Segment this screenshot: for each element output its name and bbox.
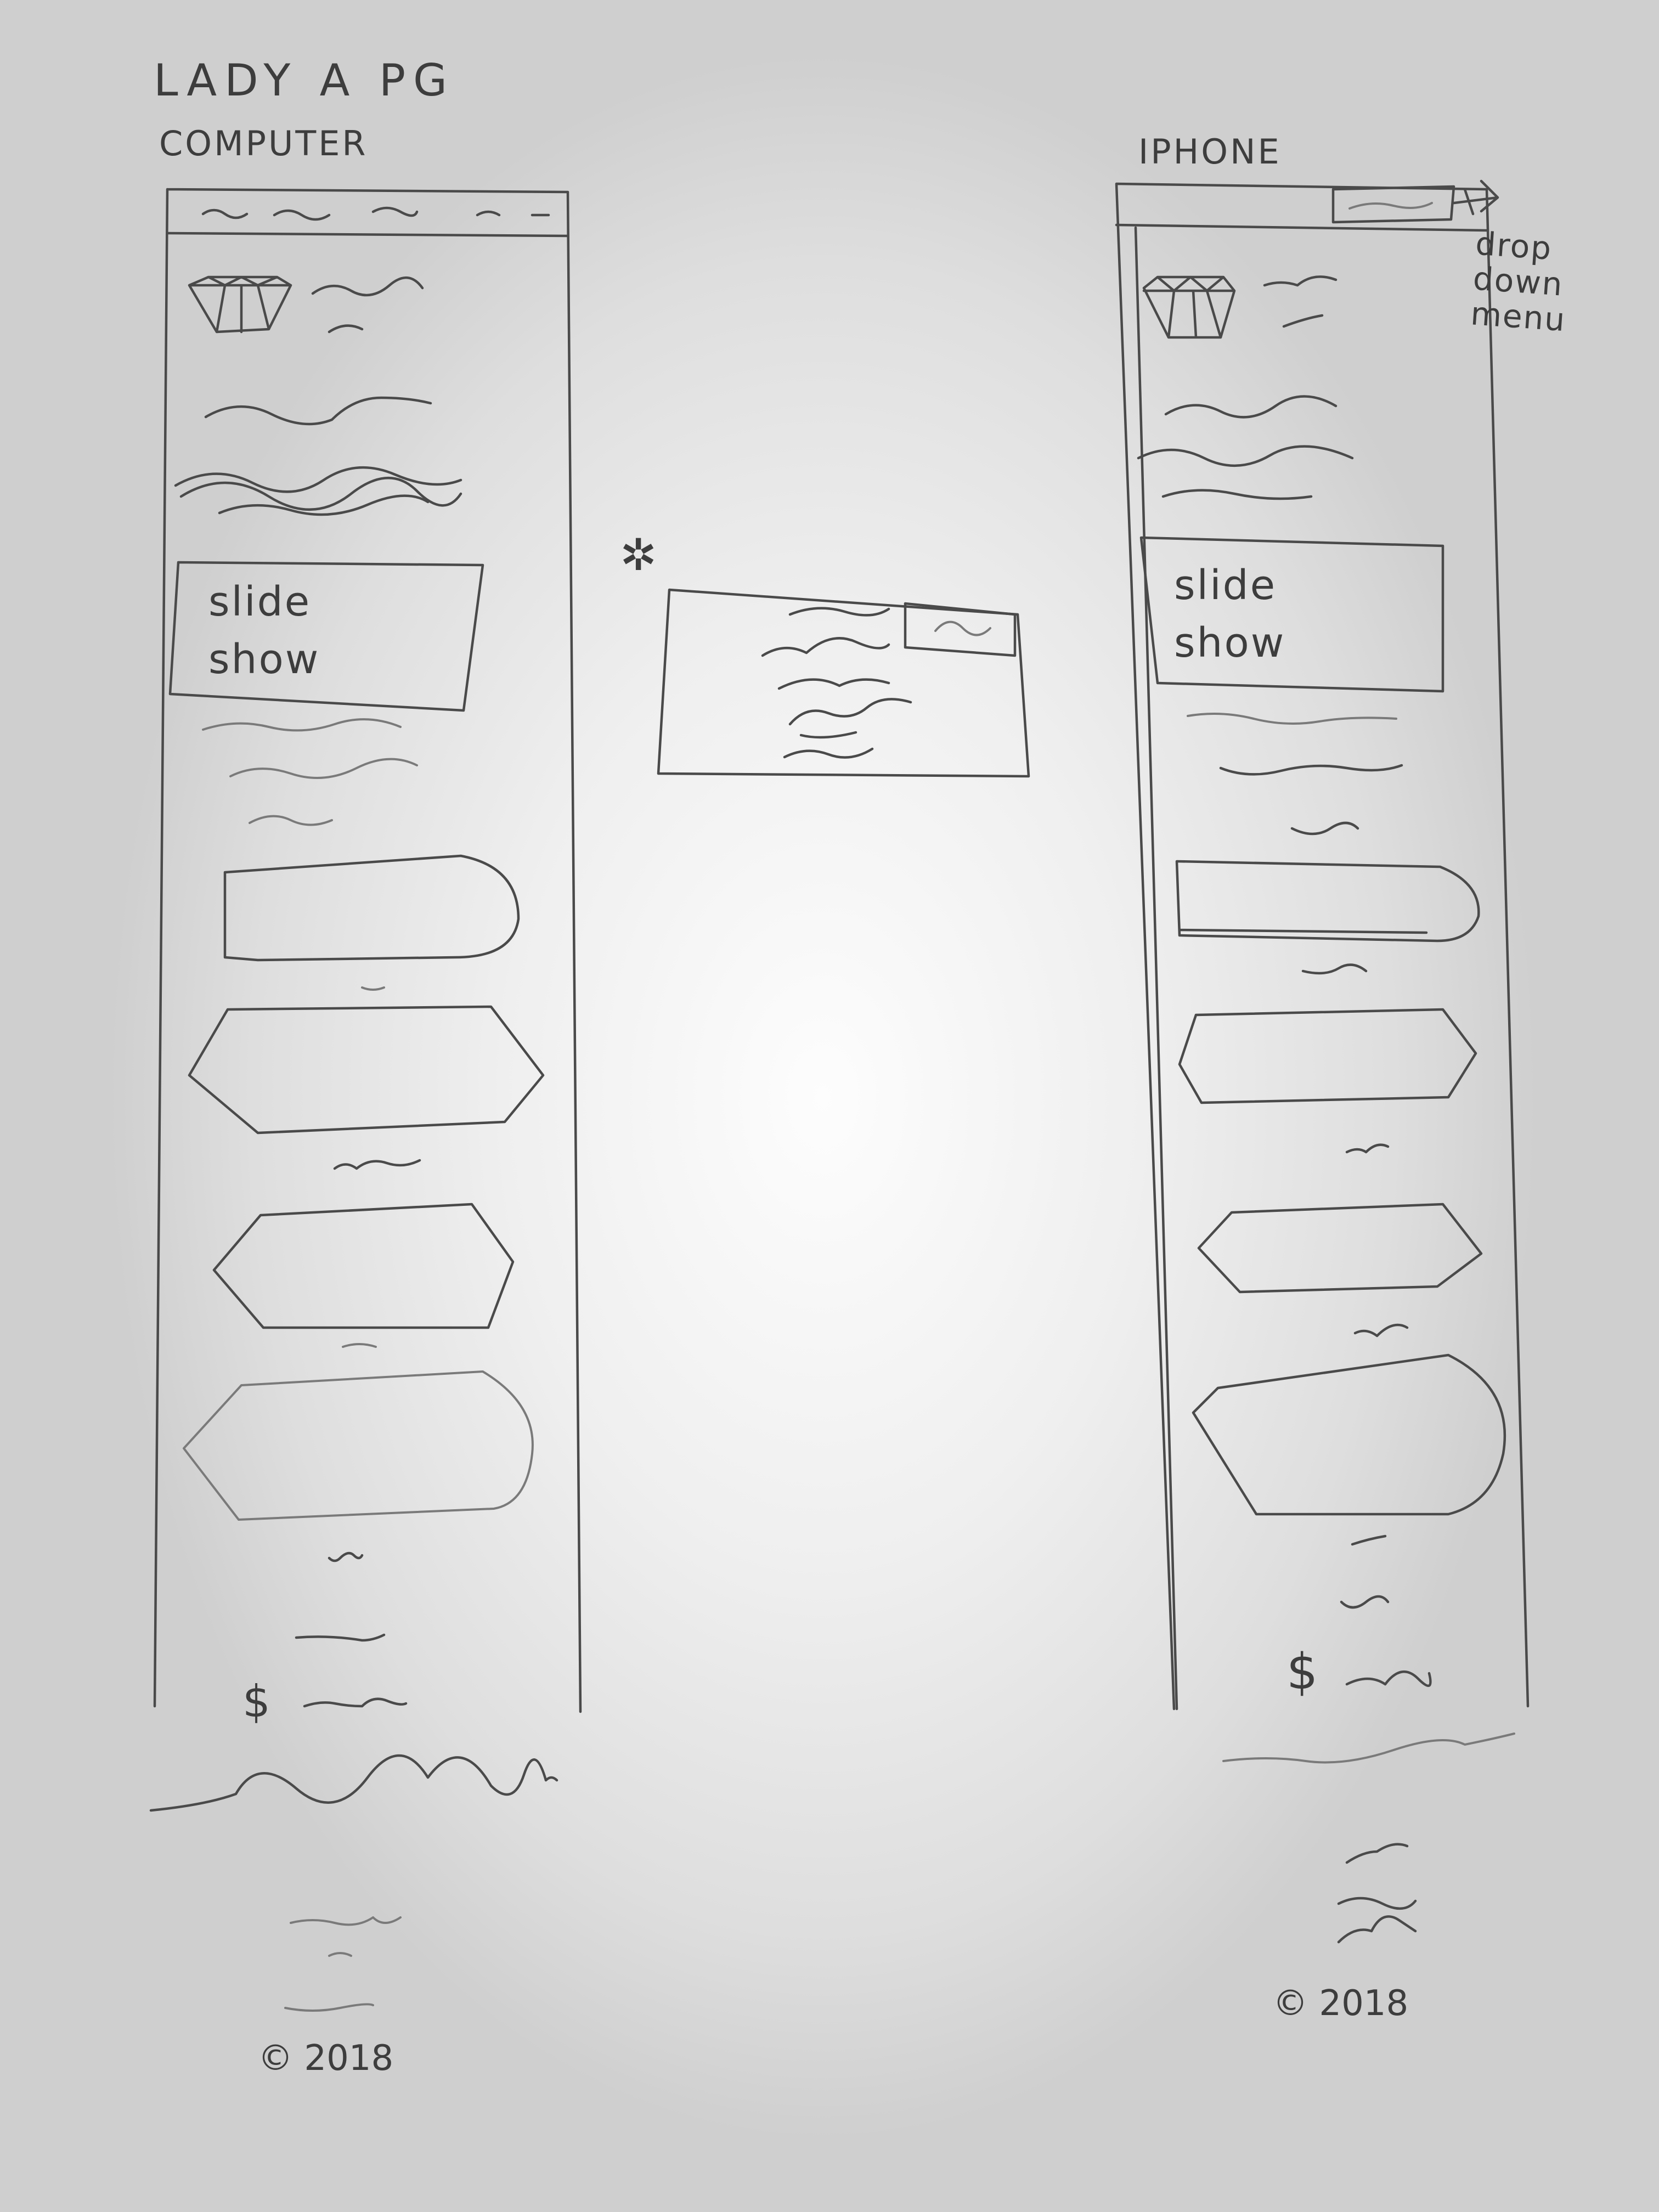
desktop-hero-line-1 bbox=[174, 466, 462, 493]
desktop-nav-bar bbox=[166, 232, 569, 238]
mobile-hero-line-1 bbox=[1164, 395, 1338, 419]
popup-wireframe bbox=[657, 588, 1030, 778]
desktop-hero-line-2 bbox=[179, 476, 462, 511]
mobile-menu-button bbox=[1331, 185, 1455, 224]
mobile-text-line-2 bbox=[1219, 764, 1403, 776]
desktop-logo-text bbox=[311, 276, 424, 334]
mobile-frame bbox=[1115, 182, 1530, 1711]
mobile-menu-label bbox=[1348, 202, 1433, 210]
popup-text-line-2 bbox=[761, 637, 890, 657]
desktop-footer-line-4 bbox=[284, 2003, 374, 2012]
popup-marker-icon: ✲ bbox=[620, 529, 661, 580]
popup-text-line-5 bbox=[783, 747, 874, 759]
iphone-label: IPHONE bbox=[1138, 132, 1282, 172]
mobile-slideshow-box bbox=[1139, 536, 1444, 693]
desktop-footer-line-1 bbox=[295, 1633, 386, 1642]
mobile-footer-line-2 bbox=[1337, 1897, 1417, 1910]
desktop-hero-heading bbox=[204, 396, 432, 426]
desktop-nav-links bbox=[201, 206, 550, 221]
desktop-text-line-3 bbox=[249, 815, 333, 826]
mobile-nav-bar bbox=[1115, 223, 1488, 232]
mobile-rounded-shape bbox=[1192, 1353, 1506, 1516]
desktop-pill-shape bbox=[223, 854, 520, 962]
popup-text-line-4 bbox=[788, 698, 912, 739]
mobile-copyright: © 2018 bbox=[1273, 1983, 1409, 2024]
desktop-slideshow-box bbox=[168, 561, 484, 712]
mobile-price-symbol: $ bbox=[1286, 1643, 1322, 1701]
mobile-tilde-2 bbox=[1345, 1143, 1390, 1154]
desktop-tilde-3 bbox=[342, 1343, 377, 1348]
mobile-logo-icon bbox=[1142, 275, 1236, 339]
desktop-footer-wave bbox=[149, 1754, 558, 1812]
mobile-menu-arrow-icon bbox=[1452, 179, 1499, 216]
desktop-hexagon-1 bbox=[188, 1005, 545, 1135]
popup-text-line-1 bbox=[788, 607, 890, 617]
desktop-logo-icon bbox=[188, 275, 292, 334]
mobile-hexagon-1 bbox=[1178, 1008, 1477, 1104]
mobile-slideshow-label: slide show bbox=[1174, 562, 1286, 667]
desktop-copyright: © 2018 bbox=[258, 2038, 394, 2079]
mobile-tilde-3 bbox=[1353, 1323, 1409, 1338]
desktop-footer-line-3 bbox=[328, 1952, 352, 1957]
desktop-hexagon-2 bbox=[212, 1203, 515, 1329]
mobile-footer-tilde-2 bbox=[1340, 1595, 1390, 1609]
desktop-footer-tilde-1 bbox=[328, 1551, 364, 1562]
desktop-wireframe bbox=[149, 188, 582, 2012]
desktop-text-line-2 bbox=[229, 758, 418, 779]
computer-label: COMPUTER bbox=[159, 123, 368, 163]
desktop-text-line-1 bbox=[202, 718, 402, 732]
mobile-footer-tilde-1 bbox=[1351, 1534, 1387, 1546]
mobile-hero-line-3 bbox=[1161, 489, 1313, 500]
mobile-wireframe bbox=[1115, 179, 1530, 1944]
mobile-text-line-3 bbox=[1290, 821, 1359, 836]
mobile-footer-line-1 bbox=[1345, 1843, 1409, 1864]
mobile-hero-line-2 bbox=[1137, 445, 1354, 467]
dropdown-menu-note: drop down menu bbox=[1469, 224, 1567, 339]
page-title: LADY A PG bbox=[154, 55, 455, 106]
desktop-slideshow-label: slide show bbox=[208, 578, 320, 683]
mobile-logo-text bbox=[1263, 275, 1338, 328]
mobile-footer-line-3 bbox=[1337, 1915, 1417, 1944]
desktop-rounded-shape bbox=[183, 1370, 534, 1521]
mobile-pill-shape bbox=[1175, 860, 1480, 943]
desktop-tilde-2 bbox=[333, 1159, 421, 1170]
desktop-hero-line-3 bbox=[218, 494, 430, 516]
desktop-tilde-1 bbox=[361, 986, 385, 991]
mobile-footer-price-line bbox=[1345, 1670, 1432, 1687]
desktop-frame bbox=[153, 188, 582, 1713]
mobile-hexagon-2 bbox=[1197, 1203, 1483, 1294]
popup-close-tilde bbox=[934, 620, 991, 636]
desktop-footer-price-line bbox=[303, 1697, 408, 1708]
desktop-footer-line-2 bbox=[290, 1916, 402, 1926]
popup-close-box bbox=[904, 602, 1017, 657]
mobile-footer-wave bbox=[1222, 1733, 1515, 1764]
popup-text-line-3 bbox=[777, 678, 890, 690]
popup-frame bbox=[657, 588, 1030, 778]
desktop-price-symbol: $ bbox=[242, 1676, 274, 1727]
mobile-tilde-1 bbox=[1301, 963, 1368, 975]
mobile-text-line-1 bbox=[1187, 713, 1397, 725]
